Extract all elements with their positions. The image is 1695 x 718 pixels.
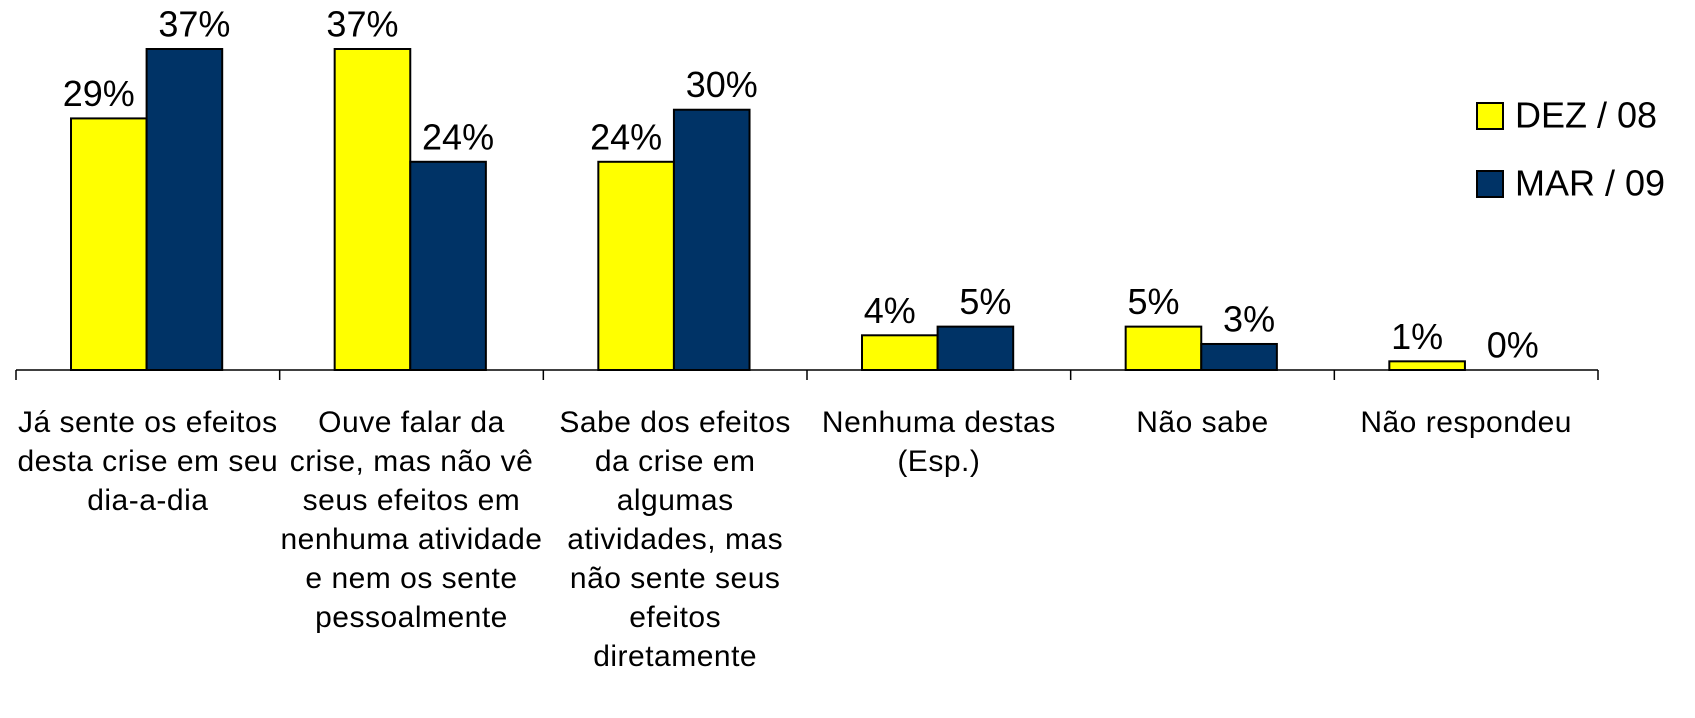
value-label: 0% bbox=[1487, 325, 1539, 366]
value-label: 24% bbox=[590, 116, 662, 157]
legend-swatch bbox=[1476, 170, 1504, 198]
value-label: 3% bbox=[1223, 298, 1275, 339]
x-tick-label: Ouve falar da crise, mas não vê seus efe… bbox=[280, 406, 543, 634]
bar bbox=[1124, 325, 1203, 371]
value-label: 30% bbox=[686, 64, 758, 105]
bar bbox=[333, 48, 412, 371]
bar bbox=[597, 160, 675, 371]
bar bbox=[409, 160, 487, 371]
value-label: 4% bbox=[864, 290, 916, 331]
value-label: 5% bbox=[959, 281, 1011, 322]
value-label: 37% bbox=[326, 4, 398, 45]
bar bbox=[145, 48, 224, 371]
legend-label: MAR / 09 bbox=[1515, 163, 1665, 204]
x-tick-label: Sabe dos efeitos da crise em algumas ati… bbox=[559, 406, 791, 673]
value-label: 37% bbox=[158, 4, 230, 45]
bar bbox=[1388, 360, 1466, 371]
bar bbox=[672, 108, 751, 371]
value-label: 24% bbox=[422, 116, 494, 157]
x-tick-label: Já sente os efeitos desta crise em seu d… bbox=[17, 406, 279, 517]
legend-label: DEZ / 08 bbox=[1515, 95, 1657, 136]
bar bbox=[70, 117, 148, 371]
x-tick-label: Não respondeu bbox=[1360, 406, 1572, 439]
x-tick-label: Nenhuma destas (Esp.) bbox=[821, 406, 1056, 478]
bar bbox=[1200, 342, 1278, 371]
bar bbox=[936, 325, 1015, 371]
bar bbox=[861, 334, 939, 372]
x-tick-label: Não sabe bbox=[1136, 406, 1269, 439]
value-label: 5% bbox=[1127, 281, 1179, 322]
legend-swatch bbox=[1476, 102, 1504, 130]
value-label: 29% bbox=[63, 73, 135, 114]
value-label: 1% bbox=[1391, 316, 1443, 357]
